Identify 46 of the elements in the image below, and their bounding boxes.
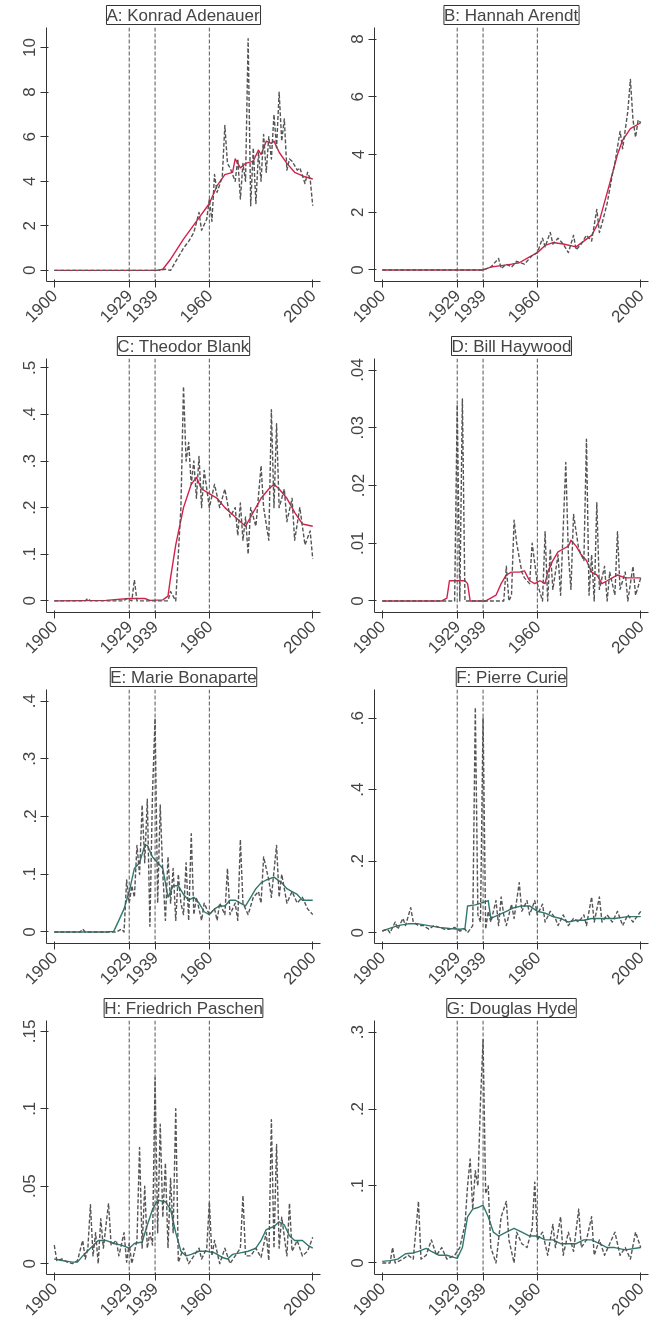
y-tick-label: .03 [348, 415, 368, 440]
y-tick-label: .05 [20, 1174, 40, 1199]
y-tick-label: .6 [348, 711, 368, 726]
y-tick-label: .2 [20, 809, 40, 824]
y-tick-label: .2 [348, 854, 368, 869]
y-tick-label: 10 [20, 38, 40, 58]
y-tick-label: 2 [20, 221, 40, 231]
y-tick-label: .1 [20, 547, 40, 562]
y-tick-label: 2 [348, 207, 368, 217]
chart-title: B: Hannah Arendt [443, 5, 579, 25]
y-tick-label: 4 [20, 176, 40, 186]
y-tick-label: .5 [20, 360, 40, 375]
y-tick-label: .3 [20, 453, 40, 469]
y-tick-label: 0 [348, 928, 368, 938]
y-tick-label: .1 [20, 1101, 40, 1116]
y-tick-label: 0 [20, 596, 40, 606]
y-tick-label: .2 [20, 500, 40, 515]
y-tick-label: 8 [20, 87, 40, 97]
chart-title: F: Pierre Curie [456, 667, 567, 687]
chart-title: G: Douglas Hyde [446, 998, 577, 1018]
y-tick-label: .2 [348, 1101, 368, 1117]
y-tick-label: 8 [348, 34, 368, 44]
y-tick-label: 0 [20, 927, 40, 937]
y-tick-label: 6 [348, 92, 368, 102]
chart-title: D: Bill Haywood [451, 336, 572, 356]
y-tick-label: 0 [20, 1258, 40, 1269]
y-tick-label: .1 [348, 1178, 368, 1194]
y-tick-label: .01 [348, 531, 368, 556]
y-tick-label: .15 [20, 1019, 40, 1044]
chart-title: E: Marie Bonaparte [110, 667, 257, 687]
y-tick-label: 0 [348, 265, 368, 275]
y-tick-label: .4 [20, 693, 40, 709]
y-tick-label: 6 [20, 131, 40, 142]
y-tick-label: .04 [348, 358, 368, 382]
y-tick-label: .4 [20, 407, 40, 422]
chart-title: C: Theodor Blank [117, 336, 250, 356]
y-tick-label: .3 [20, 751, 40, 766]
y-tick-label: 4 [348, 149, 368, 160]
y-tick-label: 0 [348, 596, 368, 606]
y-tick-label: .02 [348, 473, 368, 498]
y-tick-label: .3 [348, 1024, 368, 1040]
y-tick-label: .1 [20, 867, 40, 882]
y-tick-label: .4 [348, 782, 368, 797]
y-tick-label: 0 [20, 265, 40, 276]
chart-title: H: Friedrich Paschen [104, 998, 263, 1018]
y-tick-label: 0 [348, 1258, 368, 1268]
